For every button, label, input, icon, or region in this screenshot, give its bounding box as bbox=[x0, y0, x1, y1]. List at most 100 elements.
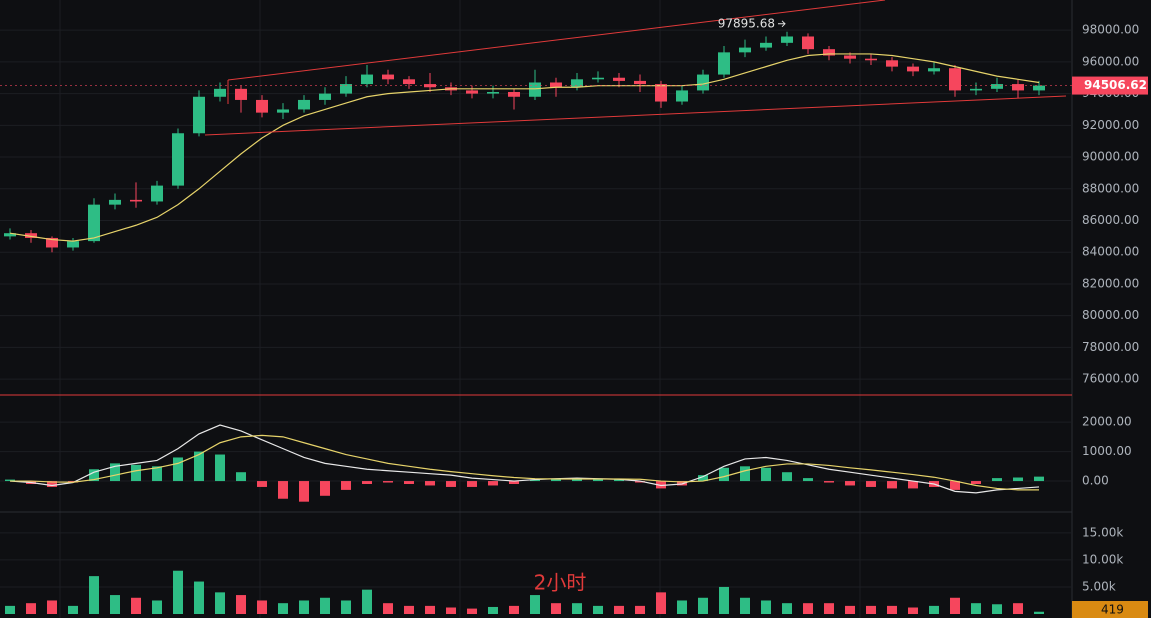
volume-bar bbox=[761, 600, 771, 614]
candle-body bbox=[298, 99, 310, 110]
macd-bar bbox=[1034, 476, 1044, 482]
macd-bar bbox=[656, 481, 666, 489]
candle-body bbox=[1033, 85, 1045, 91]
candle-body bbox=[676, 90, 688, 102]
candle-body bbox=[697, 74, 709, 91]
trend-line bbox=[204, 95, 1067, 136]
volume-bar bbox=[89, 576, 99, 614]
trend-line bbox=[227, 0, 886, 81]
macd-bar bbox=[824, 481, 834, 483]
macd-bar bbox=[698, 475, 708, 482]
candle-body bbox=[256, 99, 268, 113]
candle-body bbox=[592, 77, 604, 80]
volume-bar bbox=[782, 603, 792, 614]
volume-bar bbox=[971, 603, 981, 614]
macd-bar bbox=[761, 467, 771, 482]
macd-bar bbox=[635, 481, 645, 483]
candle-body bbox=[4, 233, 16, 237]
y-tick-label: 98000.00 bbox=[1082, 23, 1139, 37]
candle-body bbox=[151, 185, 163, 202]
volume-bar bbox=[215, 592, 225, 614]
macd-bar bbox=[467, 481, 477, 487]
macd-bar bbox=[992, 478, 1002, 482]
macd-bar bbox=[341, 481, 351, 490]
candle-body bbox=[739, 47, 751, 53]
volume-bar bbox=[803, 603, 813, 614]
y-tick-label: 78000.00 bbox=[1082, 340, 1139, 354]
candle-body bbox=[970, 88, 982, 91]
volume-bar bbox=[5, 605, 15, 614]
y-tick-label: 1000.00 bbox=[1082, 444, 1132, 458]
macd-bar bbox=[194, 451, 204, 482]
candle-body bbox=[25, 233, 37, 238]
candle-body bbox=[928, 68, 940, 72]
macd-bar bbox=[236, 472, 246, 482]
candle-body bbox=[781, 36, 793, 43]
volume-bar bbox=[656, 592, 666, 614]
candle-body bbox=[991, 84, 1003, 89]
macd-bar bbox=[719, 467, 729, 482]
macd-bar bbox=[257, 481, 267, 487]
volume-bar bbox=[740, 597, 750, 614]
macd-bar bbox=[593, 479, 603, 482]
macd-bar bbox=[446, 481, 456, 487]
candle-body bbox=[193, 96, 205, 134]
y-tick-label: 86000.00 bbox=[1082, 213, 1139, 227]
macd-bar bbox=[215, 454, 225, 482]
marks bbox=[0, 29, 1072, 614]
macd-bar bbox=[509, 481, 519, 484]
macd-bar bbox=[425, 481, 435, 486]
macd-bar bbox=[131, 464, 141, 482]
volume-bar bbox=[719, 586, 729, 614]
dea-line bbox=[10, 434, 1039, 491]
macd-bar bbox=[908, 481, 918, 489]
candle-body bbox=[277, 109, 289, 113]
volume-bar bbox=[152, 600, 162, 614]
volume-bar bbox=[593, 605, 603, 614]
volume-bar bbox=[908, 607, 918, 614]
y-tick-label: 0.00 bbox=[1082, 474, 1109, 488]
volume-bar bbox=[173, 570, 183, 614]
candle-body bbox=[865, 58, 877, 61]
y-tick-label: 76000.00 bbox=[1082, 372, 1139, 386]
candle-body bbox=[403, 79, 415, 85]
macd-bar bbox=[971, 481, 981, 484]
macd-bar bbox=[278, 481, 288, 499]
candle-body bbox=[844, 55, 856, 59]
macd-bar bbox=[887, 481, 897, 489]
macd-bar bbox=[110, 463, 120, 482]
ma-line bbox=[9, 53, 1040, 242]
candle-body bbox=[487, 92, 499, 94]
volume-bar bbox=[404, 605, 414, 614]
last-price-box bbox=[1072, 76, 1148, 95]
macd-bar bbox=[89, 469, 99, 482]
candle-body bbox=[571, 79, 583, 88]
volume-bar bbox=[845, 605, 855, 614]
volume-bar bbox=[320, 597, 330, 614]
volume-bar bbox=[866, 605, 876, 614]
macd-bar bbox=[320, 481, 330, 496]
high-label: 97895.68 bbox=[718, 16, 775, 30]
candle-body bbox=[235, 88, 247, 100]
candle-body bbox=[109, 199, 121, 205]
last-price-label: 94506.62 bbox=[1084, 78, 1147, 92]
y-tick-label: 15.00k bbox=[1082, 525, 1123, 539]
macd-bar bbox=[488, 481, 498, 486]
candle-body bbox=[907, 66, 919, 72]
macd-bar bbox=[299, 481, 309, 502]
y-tick-label: 88000.00 bbox=[1082, 181, 1139, 195]
y-tick-label: 96000.00 bbox=[1082, 54, 1139, 68]
y-tick-label: 90000.00 bbox=[1082, 150, 1139, 164]
volume-bar bbox=[425, 605, 435, 614]
candle-body bbox=[718, 52, 730, 75]
candle-body bbox=[382, 74, 394, 80]
macd-bar bbox=[530, 479, 540, 482]
macd-bar bbox=[47, 481, 57, 487]
macd-bar bbox=[740, 466, 750, 482]
y-tick-label: 10.00k bbox=[1082, 552, 1123, 566]
macd-bar bbox=[614, 479, 624, 482]
candle-body bbox=[802, 36, 814, 50]
y-tick-label: 82000.00 bbox=[1082, 276, 1139, 290]
volume-bar bbox=[362, 589, 372, 614]
